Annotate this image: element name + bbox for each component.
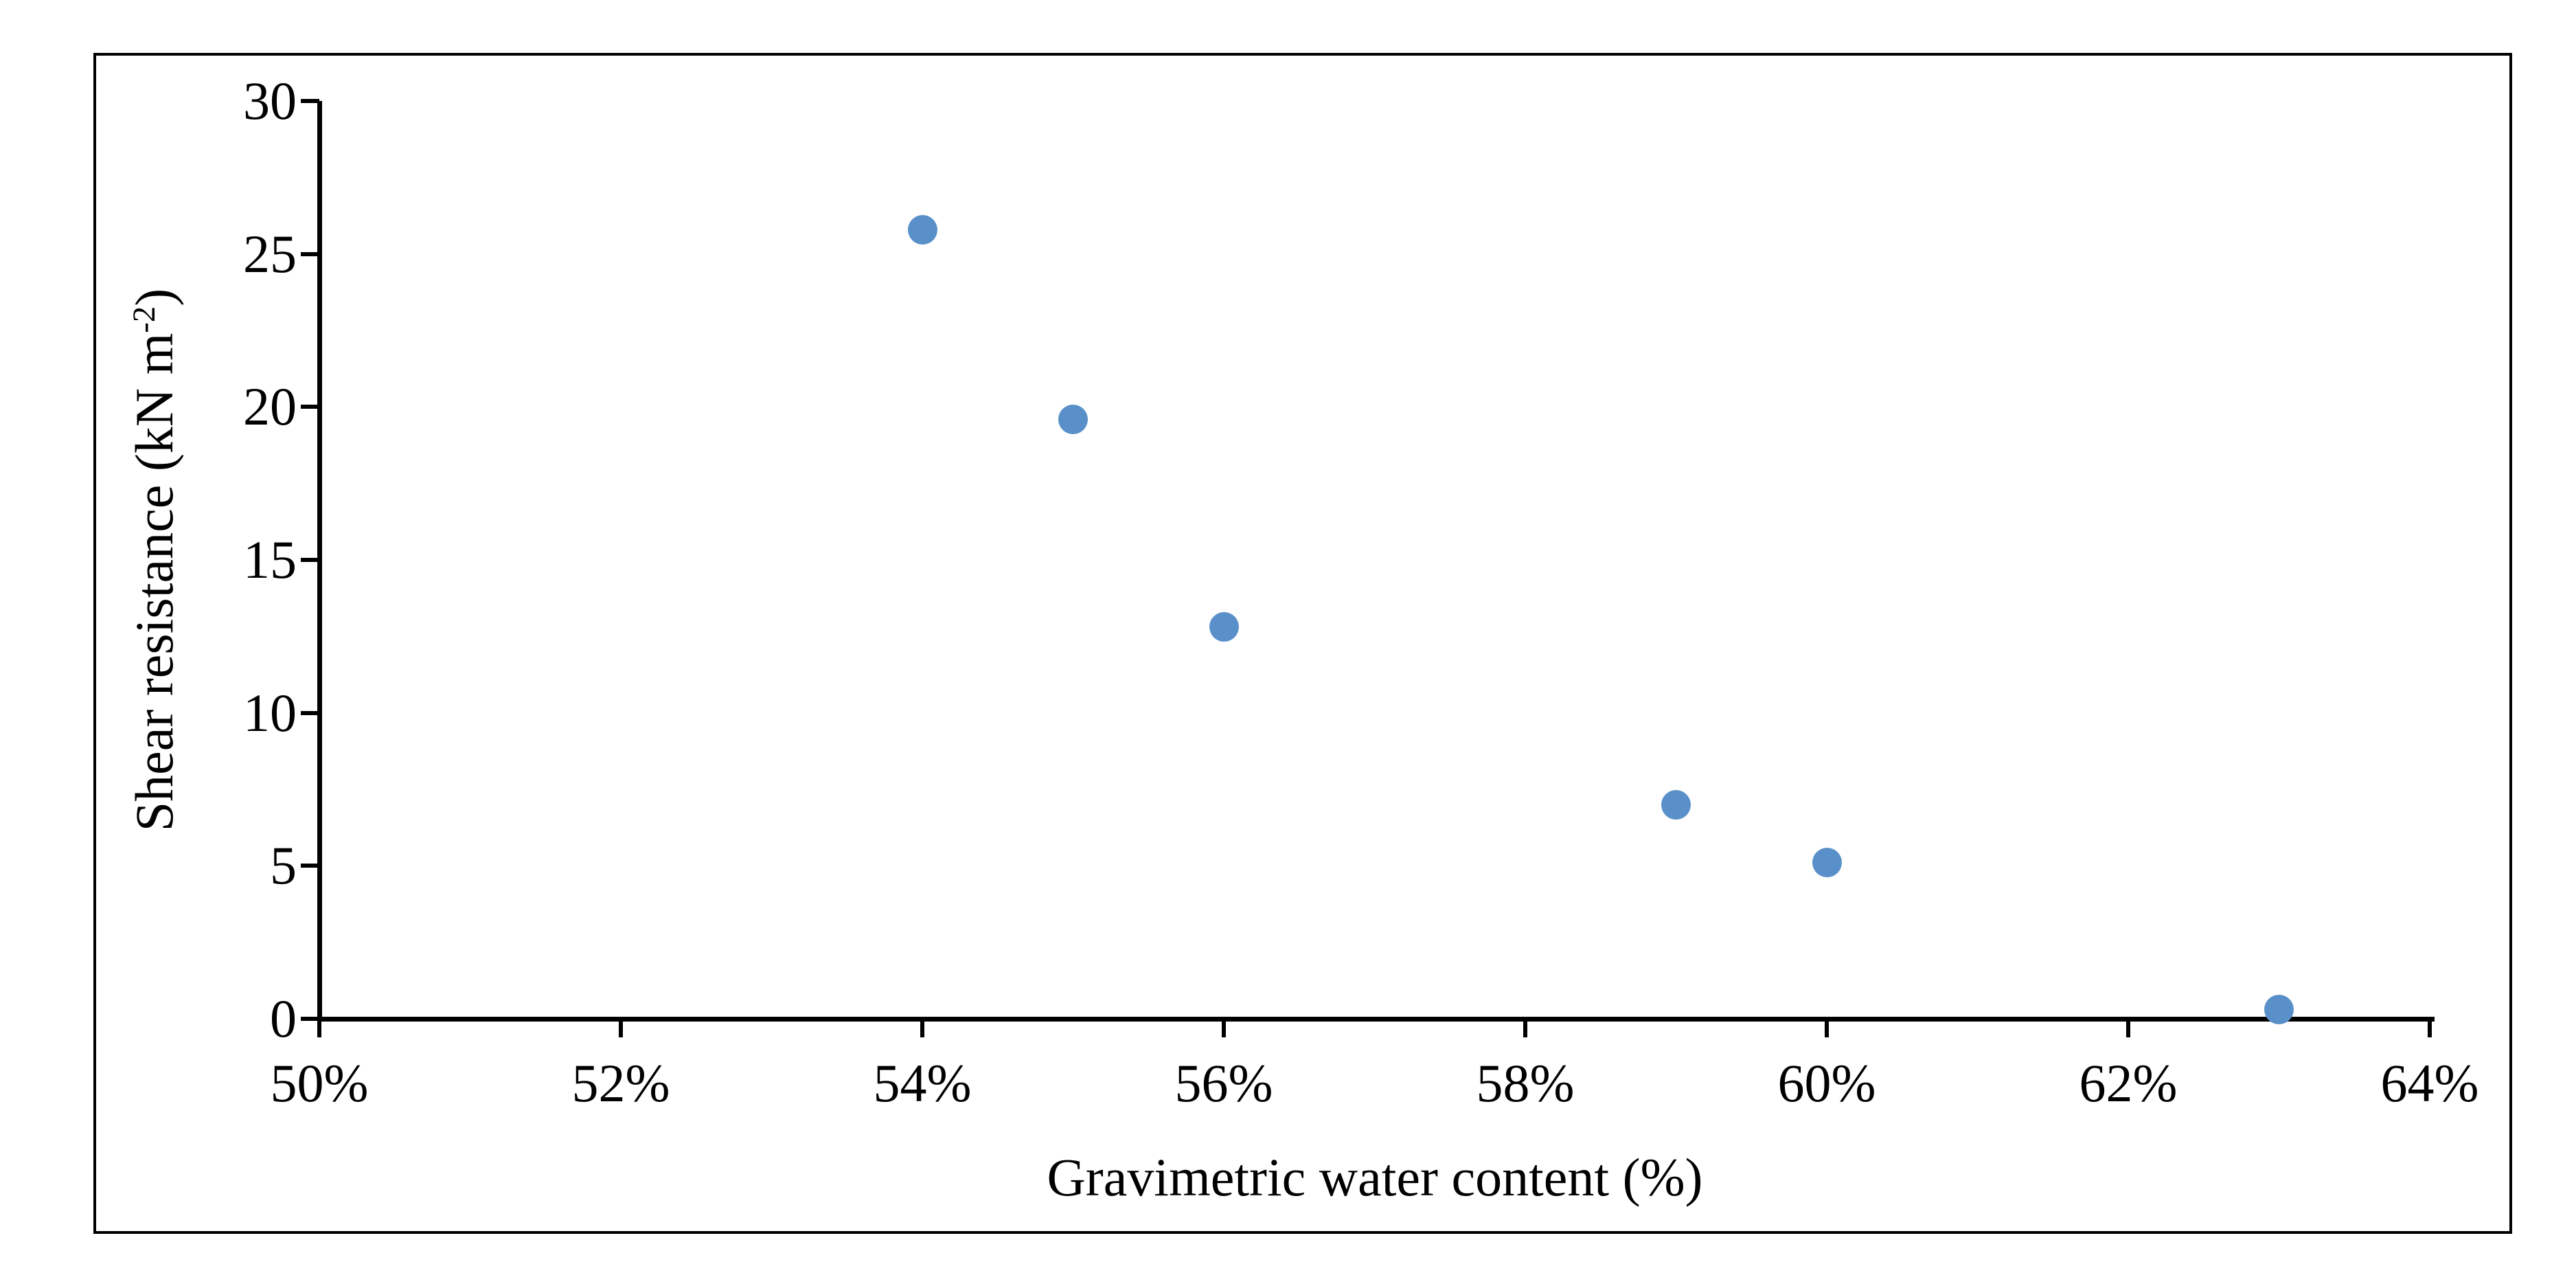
y-tick-label: 10 <box>243 682 297 743</box>
y-axis-title-superscript: -2 <box>126 306 163 333</box>
y-tick-mark <box>301 99 319 103</box>
y-tick-label: 25 <box>243 223 297 284</box>
x-tick-mark <box>1825 1019 1829 1037</box>
y-tick-mark <box>301 405 319 409</box>
x-tick-mark <box>2428 1019 2432 1037</box>
x-tick-label: 62% <box>2079 1053 2178 1113</box>
y-tick-mark <box>301 251 319 256</box>
data-point <box>1812 848 1842 878</box>
y-tick-mark <box>301 710 319 715</box>
y-tick-mark <box>301 1017 319 1021</box>
y-tick-mark <box>301 558 319 562</box>
data-point <box>2264 995 2294 1025</box>
y-tick-mark <box>301 864 319 868</box>
y-tick-label: 15 <box>243 530 297 589</box>
data-point <box>1661 789 1691 820</box>
data-point <box>907 214 937 245</box>
data-point <box>1209 612 1239 642</box>
y-axis-title-close: ) <box>124 288 184 306</box>
x-tick-mark <box>1523 1019 1527 1037</box>
y-tick-label: 20 <box>243 376 297 437</box>
x-tick-mark <box>1222 1019 1226 1037</box>
x-tick-mark <box>619 1019 623 1037</box>
x-tick-label: 60% <box>1777 1053 1876 1113</box>
x-tick-label: 50% <box>270 1053 369 1113</box>
x-tick-mark <box>317 1019 321 1037</box>
x-axis-title: Gravimetric water content (%) <box>1047 1147 1703 1207</box>
x-axis-line <box>317 1017 2435 1022</box>
chart-outer-frame <box>93 53 2512 1234</box>
x-tick-label: 52% <box>571 1053 670 1113</box>
data-point <box>1058 404 1088 434</box>
x-tick-mark <box>920 1019 924 1037</box>
x-tick-label: 54% <box>873 1053 972 1113</box>
y-axis-title: Shear resistance (kN m-2) <box>120 10 189 1109</box>
x-tick-label: 56% <box>1174 1053 1273 1113</box>
y-tick-label: 5 <box>270 835 297 896</box>
y-axis-line <box>317 101 322 1022</box>
y-tick-label: 30 <box>243 71 297 131</box>
x-tick-mark <box>2126 1019 2130 1037</box>
y-tick-label: 0 <box>270 989 297 1048</box>
y-axis-title-main: Shear resistance (kN m <box>124 333 184 832</box>
x-tick-label: 58% <box>1476 1053 1575 1113</box>
x-tick-label: 64% <box>2380 1053 2479 1113</box>
